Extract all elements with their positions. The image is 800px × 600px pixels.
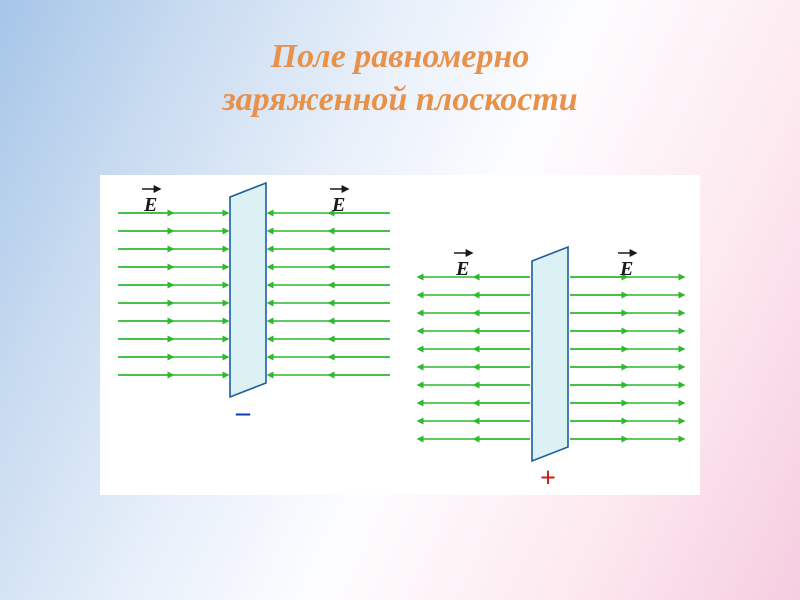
svg-text:+: + [540,463,556,494]
svg-text:E: E [619,258,633,280]
svg-text:E: E [455,258,469,280]
svg-text:–: – [235,397,251,428]
title-line-1: Поле равномерно [0,36,800,79]
svg-text:E: E [331,194,345,216]
page-title: Поле равномерно заряженной плоскости [0,36,800,121]
svg-text:E: E [143,194,157,216]
title-line-2: заряженной плоскости [0,79,800,122]
physics-figure: E E – E E + [100,175,700,495]
figure-svg: E E – E E + [100,175,700,495]
